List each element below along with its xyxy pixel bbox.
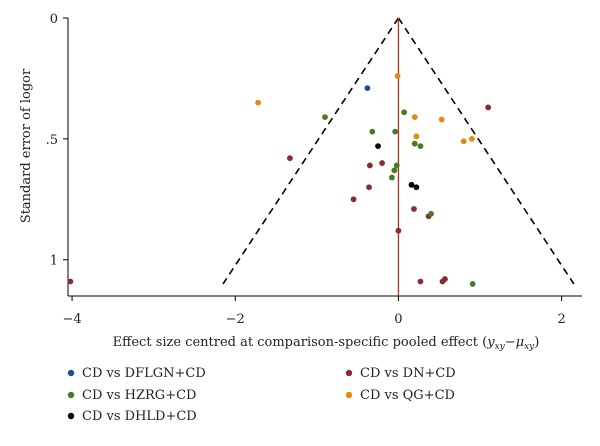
data-point <box>366 184 372 191</box>
x-axis-label-y: y <box>486 335 495 350</box>
data-point <box>391 167 398 174</box>
data-points <box>67 73 492 287</box>
data-point <box>417 143 424 150</box>
x-axis-label-minus: − <box>505 335 516 350</box>
x-tick-label: −4 <box>62 312 81 327</box>
x-axis-label-mu: μ <box>516 335 524 350</box>
data-point <box>389 174 395 181</box>
data-point <box>350 196 357 203</box>
legend-marker <box>67 369 75 377</box>
data-point <box>393 162 400 169</box>
data-point <box>401 109 408 116</box>
data-point <box>395 227 402 234</box>
data-point <box>322 114 328 121</box>
legend-label: CD vs DN+CD <box>360 366 456 381</box>
funnel-right-line <box>397 17 575 285</box>
y-tick-label: 0 <box>50 12 58 27</box>
x-axis-label: Effect size centred at comparison-specif… <box>113 335 540 352</box>
data-point <box>364 85 371 92</box>
funnel-left-line <box>222 17 400 285</box>
data-point <box>394 73 401 79</box>
data-point <box>442 276 448 282</box>
y-axis-label: Standard error of logor <box>19 68 34 223</box>
tick-labels: −4 −2 0 2 0 .5 1 <box>46 12 566 327</box>
data-point <box>428 210 434 217</box>
legend-marker <box>67 391 75 399</box>
data-point <box>379 160 386 166</box>
legend-label: CD vs DHLD+CD <box>82 409 197 424</box>
axes <box>63 17 582 301</box>
data-point <box>411 206 417 212</box>
data-point <box>413 133 420 140</box>
data-point <box>468 135 475 142</box>
x-axis-label-main: Effect size centred at comparison-specif… <box>113 335 488 350</box>
x-axis-label-close: ) <box>534 335 539 350</box>
data-point <box>67 278 74 285</box>
data-point <box>411 140 418 147</box>
data-point <box>417 278 424 285</box>
legend-label: CD vs DFLGN+CD <box>82 366 206 381</box>
data-point <box>438 116 445 123</box>
data-point <box>408 181 415 188</box>
data-point <box>287 155 293 162</box>
data-point <box>413 184 420 191</box>
funnel-lines <box>222 17 575 285</box>
x-tick-label: 2 <box>557 312 565 327</box>
y-tick-label: 1 <box>50 254 58 269</box>
x-axis-label-sub2: xy <box>524 342 535 352</box>
data-point <box>485 104 492 111</box>
legend: CD vs DFLGN+CD CD vs HZRG+CD CD vs DHLD+CD… <box>67 366 456 424</box>
data-point <box>366 162 373 169</box>
x-tick-label: −2 <box>226 312 245 327</box>
legend-marker <box>67 412 75 420</box>
data-point <box>411 114 418 121</box>
data-point <box>460 138 467 145</box>
data-point <box>255 99 261 106</box>
data-point <box>375 143 381 150</box>
x-axis-label-sub1: xy <box>495 342 506 352</box>
data-point <box>392 128 399 135</box>
legend-label: CD vs QG+CD <box>360 388 455 403</box>
y-tick-label: .5 <box>46 133 58 148</box>
legend-marker <box>345 369 353 377</box>
legend-label: CD vs HZRG+CD <box>82 388 196 403</box>
data-point <box>369 128 376 135</box>
x-tick-label: 0 <box>394 312 402 327</box>
data-point <box>469 281 476 287</box>
legend-marker <box>345 391 353 399</box>
